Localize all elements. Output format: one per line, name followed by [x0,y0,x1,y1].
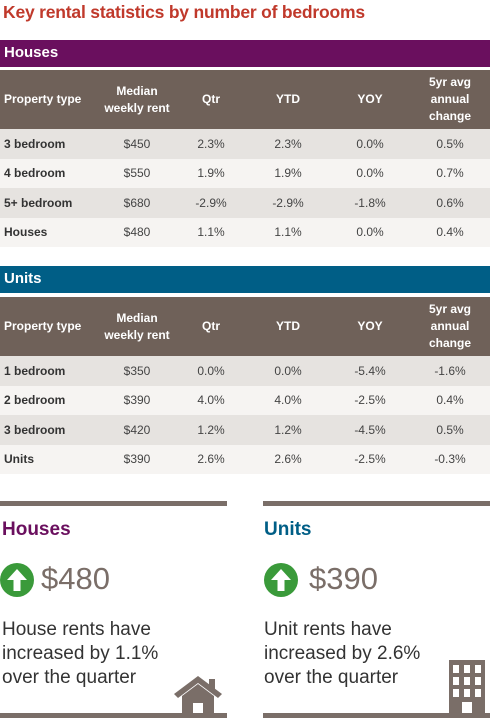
cell-type: 2 bedroom [0,385,98,415]
units-summary-title: Units [264,519,312,540]
table-row: 3 bedroom $450 2.3% 2.3% 0.0% 0.5% [0,129,490,159]
cell-qtr: 4.0% [176,385,246,415]
arrow-up-icon [0,563,34,597]
cell-type: 1 bedroom [0,356,98,386]
cell-5yr: 0.5% [410,415,490,445]
col-header-ytd: YTD [246,70,330,129]
cell-5yr: 0.5% [410,129,490,159]
cell-rent: $420 [98,415,176,445]
col-header-yoy: YOY [330,297,410,356]
cell-rent: $390 [98,444,176,474]
summary-line: increased by 1.1% [2,643,159,664]
cell-type: 3 bedroom [0,129,98,159]
cell-type: 5+ bedroom [0,188,98,218]
cell-rent: $550 [98,158,176,188]
cell-qtr: 1.9% [176,158,246,188]
cell-qtr: 1.1% [176,217,246,247]
table-header-row: Property type Median weekly rent Qtr YTD… [0,297,490,356]
divider [0,713,227,718]
cell-ytd: -2.9% [246,188,330,218]
cell-5yr: -1.6% [410,356,490,386]
cell-type: Units [0,444,98,474]
cell-yoy: -5.4% [330,356,410,386]
divider [263,501,490,506]
col-header-rent: Median weekly rent [98,297,176,356]
divider [263,713,490,718]
table-row: 3 bedroom $420 1.2% 1.2% -4.5% 0.5% [0,415,490,445]
cell-qtr: 2.6% [176,444,246,474]
houses-stats-table: Property type Median weekly rent Qtr YTD… [0,70,490,247]
cell-5yr: 0.4% [410,385,490,415]
cell-type: Houses [0,217,98,247]
cell-5yr: 0.7% [410,158,490,188]
cell-yoy: -1.8% [330,188,410,218]
summary-line: over the quarter [2,667,137,688]
arrow-up-icon [264,563,298,597]
cell-type: 4 bedroom [0,158,98,188]
units-stats-table: Property type Median weekly rent Qtr YTD… [0,297,490,474]
house-icon [172,674,224,716]
cell-rent: $450 [98,129,176,159]
cell-yoy: -2.5% [330,385,410,415]
cell-rent: $350 [98,356,176,386]
cell-5yr: 0.4% [410,217,490,247]
houses-summary-title: Houses [2,519,71,540]
page-title: Key rental statistics by number of bedro… [3,2,365,22]
apartment-building-icon [449,660,485,716]
cell-5yr: -0.3% [410,444,490,474]
col-header-qtr: Qtr [176,297,246,356]
cell-qtr: 2.3% [176,129,246,159]
cell-5yr: 0.6% [410,188,490,218]
col-header-type: Property type [0,297,98,356]
cell-qtr: 0.0% [176,356,246,386]
col-header-5yr: 5yr avg annual change [410,70,490,129]
houses-section-header: Houses [0,40,490,67]
table-row: 5+ bedroom $680 -2.9% -2.9% -1.8% 0.6% [0,188,490,218]
cell-yoy: -4.5% [330,415,410,445]
cell-ytd: 1.1% [246,217,330,247]
summary-line: increased by 2.6% [264,643,421,664]
cell-yoy: 0.0% [330,217,410,247]
col-header-yoy: YOY [330,70,410,129]
cell-ytd: 2.3% [246,129,330,159]
units-section-header: Units [0,266,490,293]
col-header-5yr: 5yr avg annual change [410,297,490,356]
col-header-ytd: YTD [246,297,330,356]
col-header-qtr: Qtr [176,70,246,129]
cell-ytd: 1.9% [246,158,330,188]
table-header-row: Property type Median weekly rent Qtr YTD… [0,70,490,129]
cell-ytd: 4.0% [246,385,330,415]
cell-qtr: 1.2% [176,415,246,445]
cell-rent: $480 [98,217,176,247]
cell-yoy: 0.0% [330,129,410,159]
cell-ytd: 2.6% [246,444,330,474]
summary-line: Unit rents have [264,619,392,640]
houses-summary-text: House rents have increased by 1.1% over … [2,618,202,690]
summary-line: House rents have [2,619,151,640]
cell-type: 3 bedroom [0,415,98,445]
table-row: 1 bedroom $350 0.0% 0.0% -5.4% -1.6% [0,356,490,386]
table-row-total: Units $390 2.6% 2.6% -2.5% -0.3% [0,444,490,474]
cell-rent: $680 [98,188,176,218]
units-median-rent: $390 [309,561,378,596]
col-header-rent: Median weekly rent [98,70,176,129]
cell-yoy: 0.0% [330,158,410,188]
cell-qtr: -2.9% [176,188,246,218]
divider [0,501,227,506]
cell-yoy: -2.5% [330,444,410,474]
table-row-total: Houses $480 1.1% 1.1% 0.0% 0.4% [0,217,490,247]
col-header-type: Property type [0,70,98,129]
cell-rent: $390 [98,385,176,415]
summary-line: over the quarter [264,667,399,688]
cell-ytd: 0.0% [246,356,330,386]
houses-median-rent: $480 [41,561,110,596]
table-row: 2 bedroom $390 4.0% 4.0% -2.5% 0.4% [0,385,490,415]
units-summary-text: Unit rents have increased by 2.6% over t… [264,618,464,690]
table-row: 4 bedroom $550 1.9% 1.9% 0.0% 0.7% [0,158,490,188]
cell-ytd: 1.2% [246,415,330,445]
